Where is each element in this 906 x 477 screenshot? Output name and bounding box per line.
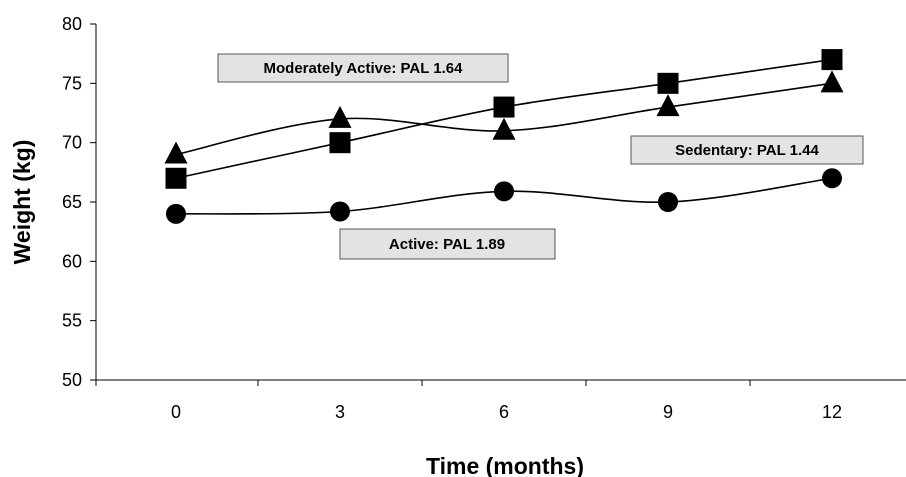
x-tick-label: 9 xyxy=(663,402,673,422)
y-tick-label: 75 xyxy=(62,73,82,93)
data-point-triangle xyxy=(164,141,188,164)
annotation-active-text: Active: PAL 1.89 xyxy=(389,236,505,253)
y-ticks: 50 55 60 65 70 75 80 xyxy=(62,14,96,390)
data-point-circle xyxy=(822,168,842,189)
y-axis-title: Weight (kg) xyxy=(9,140,35,265)
data-point-circle xyxy=(494,181,514,202)
data-point-triangle xyxy=(328,105,352,128)
data-point-triangle xyxy=(656,94,680,117)
y-tick-label: 65 xyxy=(62,192,82,212)
series-circle xyxy=(166,168,842,224)
x-axis-title: Time (months) xyxy=(426,453,584,477)
y-tick-label: 70 xyxy=(62,133,82,153)
annotation-sedentary: Sedentary: PAL 1.44 xyxy=(630,135,864,165)
x-tick-label: 6 xyxy=(499,402,509,422)
annotation-active: Active: PAL 1.89 xyxy=(339,228,556,260)
annotation-sedentary-text: Sedentary: PAL 1.44 xyxy=(675,142,819,159)
annotations: Moderately Active: PAL 1.64 Sedentary: P… xyxy=(217,53,864,260)
y-tick-label: 80 xyxy=(62,14,82,34)
annotation-moderately-active: Moderately Active: PAL 1.64 xyxy=(217,53,509,83)
data-point-circle xyxy=(330,201,350,222)
data-point-triangle xyxy=(492,117,516,140)
y-tick-label: 60 xyxy=(62,251,82,271)
data-point-square xyxy=(493,96,515,118)
data-point-triangle xyxy=(820,70,844,93)
annotation-moderately-active-text: Moderately Active: PAL 1.64 xyxy=(264,60,464,77)
series-triangle xyxy=(164,70,844,164)
data-point-circle xyxy=(658,192,678,212)
y-tick-label: 55 xyxy=(62,311,82,331)
data-point-square xyxy=(821,49,843,71)
x-ticks: 0 3 6 9 12 xyxy=(95,380,842,422)
x-tick-label: 0 xyxy=(171,402,181,422)
data-point-circle xyxy=(166,203,186,224)
y-tick-label: 50 xyxy=(62,370,82,390)
data-point-square xyxy=(329,132,351,154)
x-tick-label: 3 xyxy=(335,402,345,422)
data-point-square xyxy=(657,72,679,94)
x-tick-label: 12 xyxy=(822,402,842,422)
series-square xyxy=(165,49,843,189)
series-layer xyxy=(164,49,844,224)
data-point-square xyxy=(165,167,187,189)
